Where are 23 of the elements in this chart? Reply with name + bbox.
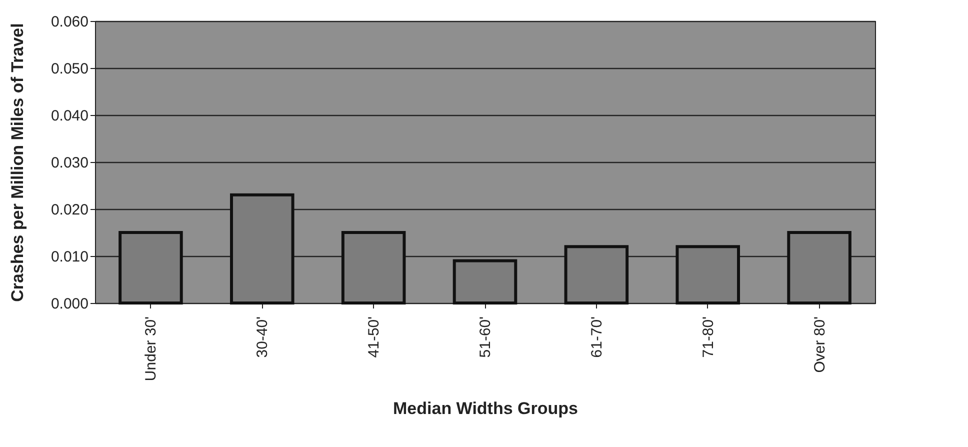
y-tick-label: 0.020 [50, 202, 88, 218]
y-tick-label: 0.000 [50, 296, 88, 312]
x-tick-label: 61-70' [588, 316, 606, 358]
y-tick-label: 0.050 [50, 60, 88, 78]
bar [452, 259, 518, 304]
x-axis-title: Median Widths Groups [393, 399, 578, 418]
bar [564, 245, 629, 304]
x-tick-label: 71-80' [700, 316, 717, 358]
bar [118, 231, 183, 304]
x-tick-label: Under 30' [142, 316, 160, 382]
x-tick-label: Over 80' [811, 316, 828, 373]
y-tick-label: 0.060 [50, 14, 88, 30]
bar [230, 193, 294, 304]
y-axis-title: Crashes per Million Miles of Travel [8, 23, 27, 302]
x-tick-label: 30-40' [254, 316, 272, 358]
bar [341, 231, 406, 304]
bar [787, 231, 852, 304]
y-tick-label: 0.030 [50, 154, 88, 172]
y-tick-label: 0.040 [50, 108, 88, 124]
x-tick-label: 51-60' [477, 316, 494, 358]
y-tick-label: 0.010 [50, 248, 88, 266]
bar [676, 245, 740, 304]
x-tick-label: 41-50' [366, 316, 383, 358]
